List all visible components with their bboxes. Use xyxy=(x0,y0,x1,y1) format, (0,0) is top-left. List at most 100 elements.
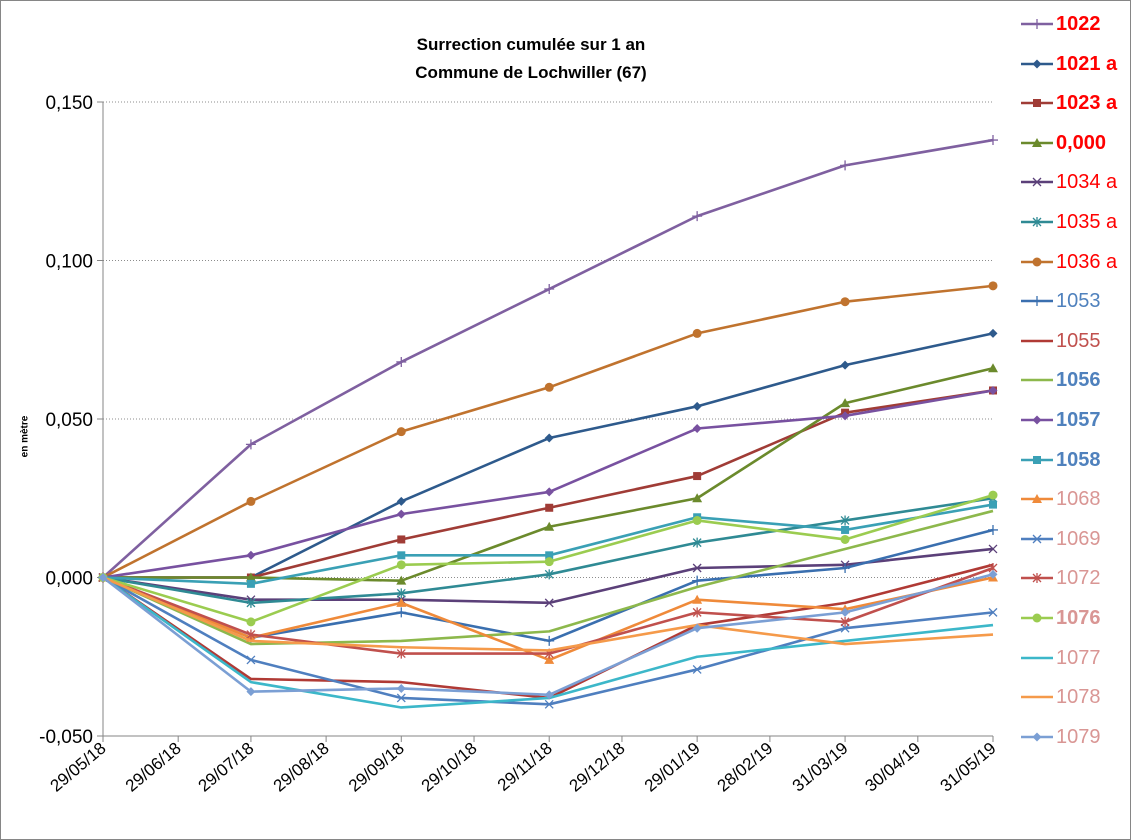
series-1036-a xyxy=(98,281,998,582)
legend-marker-symbol xyxy=(1032,415,1042,425)
series-line xyxy=(102,138,994,579)
legend-label: 1072 xyxy=(1056,567,1101,590)
legend-label: 1035 a xyxy=(1056,211,1118,233)
data-point xyxy=(545,551,554,560)
x-tick-label: 28/02/19 xyxy=(714,739,777,796)
data-point xyxy=(840,297,850,307)
data-point xyxy=(840,411,850,421)
data-point xyxy=(396,560,406,570)
legend-item: 1078 xyxy=(1019,684,1131,710)
data-point xyxy=(692,664,702,674)
data-point xyxy=(692,607,702,618)
data-point xyxy=(692,493,703,503)
data-point xyxy=(692,211,703,222)
x-tick-label: 30/04/19 xyxy=(861,739,924,796)
legend-label: 1077 xyxy=(1056,646,1101,669)
legend-item: 1053 xyxy=(1019,288,1131,314)
legend-label: 1022 xyxy=(1056,13,1101,35)
legend-item: 1022 xyxy=(1019,11,1131,37)
data-point xyxy=(98,573,108,582)
data-point xyxy=(988,328,998,338)
legend-marker-symbol xyxy=(1032,137,1042,147)
series-line xyxy=(103,332,994,579)
legend-marker xyxy=(1021,732,1053,742)
legend-label: 1036 a xyxy=(1056,250,1118,273)
data-point xyxy=(544,699,554,709)
legend-marker-symbol xyxy=(1032,59,1042,69)
legend-item: 1077 xyxy=(1019,645,1131,671)
legend-item: 1035 a xyxy=(1019,209,1131,235)
data-point xyxy=(840,360,850,370)
legend-item: 1069 xyxy=(1019,526,1131,552)
data-point xyxy=(396,683,406,693)
data-point xyxy=(246,617,256,627)
data-point xyxy=(397,551,406,560)
legend-item: 1021 a xyxy=(1019,51,1131,77)
legend-marker-symbol xyxy=(1032,494,1042,504)
series-1069 xyxy=(98,573,998,709)
legend-marker-symbol xyxy=(1032,217,1042,227)
data-point xyxy=(544,433,554,443)
legend-marker-symbol xyxy=(1032,296,1042,307)
series-1072 xyxy=(98,562,998,659)
data-point xyxy=(988,281,998,291)
legend-marker xyxy=(1021,656,1053,659)
x-tick-label: 29/10/18 xyxy=(418,739,481,796)
legend-marker xyxy=(1021,455,1053,464)
data-point xyxy=(988,524,998,535)
data-point xyxy=(396,597,407,607)
series-line xyxy=(102,509,994,646)
data-point xyxy=(396,588,406,599)
data-point xyxy=(544,569,554,580)
legend-marker xyxy=(1021,137,1053,147)
x-tick-label: 29/06/18 xyxy=(122,739,185,796)
y-tick-label: 0,150 xyxy=(45,93,93,114)
data-point xyxy=(988,544,998,554)
data-point xyxy=(544,382,554,392)
x-tick-label: 29/12/18 xyxy=(566,739,629,796)
data-point xyxy=(988,490,998,500)
data-point xyxy=(246,496,256,506)
legend-label: 1069 xyxy=(1056,527,1101,550)
data-point xyxy=(246,629,256,640)
chart-subtitle: Commune de Lochwiller (67) xyxy=(415,63,647,82)
series-1078 xyxy=(102,576,994,652)
legend-marker-symbol xyxy=(1032,613,1042,623)
x-tick-label: 29/07/18 xyxy=(195,739,258,796)
legend-item: 1036 a xyxy=(1019,249,1131,275)
data-point xyxy=(544,557,554,567)
data-point xyxy=(988,607,998,617)
legend-label: 1076 xyxy=(1056,607,1101,629)
data-point xyxy=(692,401,702,411)
chart-title: Surrection cumulée sur 1 an xyxy=(416,35,646,54)
legend-item: 1055 xyxy=(1019,328,1131,354)
data-point xyxy=(841,525,850,534)
legend-label: 1034 a xyxy=(1056,171,1118,194)
data-point xyxy=(544,284,555,295)
data-point xyxy=(840,562,851,573)
legend-item: 1068 xyxy=(1019,486,1131,512)
data-point xyxy=(840,607,850,617)
y-tick-label: 0,100 xyxy=(45,252,93,273)
legend-item: 1023 a xyxy=(1019,90,1131,116)
data-point xyxy=(396,509,406,519)
data-point xyxy=(840,515,850,526)
y-tick-label: -0,050 xyxy=(39,727,93,748)
legend-item: 1079 xyxy=(1019,724,1131,750)
legend-marker xyxy=(1021,177,1053,187)
data-point xyxy=(988,135,998,146)
legend-marker xyxy=(1021,339,1053,343)
data-point xyxy=(692,515,702,525)
data-point xyxy=(396,356,407,367)
legend-marker xyxy=(1021,296,1053,307)
legend-marker xyxy=(1021,695,1053,699)
data-point xyxy=(246,687,256,697)
legend-marker xyxy=(1021,59,1053,69)
legend-marker xyxy=(1021,494,1053,504)
legend-marker-symbol xyxy=(1033,455,1041,464)
data-point xyxy=(840,534,850,544)
legend-label: 1021 a xyxy=(1056,52,1118,75)
data-point xyxy=(544,690,554,700)
legend-marker xyxy=(1021,19,1053,29)
